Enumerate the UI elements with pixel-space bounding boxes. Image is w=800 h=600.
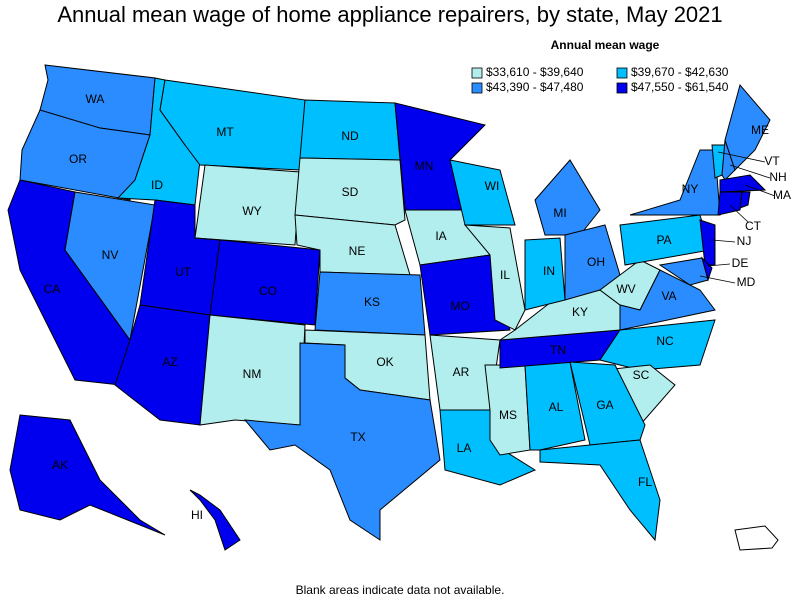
state (294, 157, 406, 226)
state-label: WV (616, 282, 635, 296)
state-label: KY (572, 305, 588, 319)
state (194, 164, 301, 246)
state-label: GA (596, 398, 613, 412)
state-label: WY (242, 204, 261, 218)
state (243, 342, 441, 541)
state (717, 191, 743, 216)
state-label: TN (550, 343, 566, 357)
state-label: WA (86, 92, 105, 106)
state-label: LA (457, 441, 472, 455)
state-label: UT (175, 265, 192, 279)
state (209, 239, 321, 326)
state-label: ME (751, 123, 769, 137)
state-label: MI (553, 206, 566, 220)
state-label: KS (364, 295, 380, 309)
legend-title: Annual mean wage (551, 38, 660, 52)
state-label: SD (342, 185, 359, 199)
legend-swatch (471, 82, 483, 94)
state (463, 224, 526, 331)
leader-line (707, 263, 731, 267)
state-label: MS (499, 408, 517, 422)
state-label: NH (769, 170, 786, 184)
state (724, 83, 771, 171)
state (9, 414, 166, 536)
state-label: NC (656, 334, 674, 348)
state-label: HI (191, 508, 203, 522)
state-label: FL (638, 475, 652, 489)
state (419, 254, 511, 336)
state-label: MD (737, 275, 756, 289)
legend-swatch (616, 82, 628, 94)
states (7, 64, 771, 551)
state-label: VA (661, 289, 676, 303)
leader-line (729, 164, 771, 179)
state-label: CT (745, 219, 762, 233)
state (449, 159, 516, 226)
state-label: OR (69, 152, 87, 166)
state (539, 439, 661, 542)
state (189, 489, 241, 551)
state-label: OK (376, 355, 393, 369)
state (569, 361, 646, 446)
state-label: AL (549, 400, 564, 414)
state (719, 174, 767, 193)
state-label: NJ (737, 234, 752, 248)
state (629, 149, 721, 216)
puerto-rico (734, 525, 779, 551)
state-label: ID (151, 178, 163, 192)
state-label: SC (633, 368, 650, 382)
state-label: PA (656, 233, 671, 247)
state-label: NY (682, 182, 699, 196)
state-label: TX (350, 430, 365, 444)
state-label: IL (500, 268, 510, 282)
map-title: Annual mean wage of home appliance repai… (57, 2, 722, 27)
state-label: IN (543, 264, 555, 278)
state-label: MA (773, 188, 791, 202)
state-label: MO (450, 299, 469, 313)
legend-label: $43,390 - $47,480 (486, 80, 584, 94)
legend-swatch (616, 67, 628, 79)
state-label: AZ (162, 355, 177, 369)
state-label: IA (435, 229, 446, 243)
state-label: VT (764, 154, 780, 168)
leader-line (744, 184, 776, 197)
state-label: WI (485, 179, 500, 193)
state (658, 257, 709, 286)
state-label: NE (349, 244, 366, 258)
legend-swatch (471, 67, 483, 79)
state (739, 191, 751, 209)
leader-line (729, 204, 749, 223)
leader-line (699, 275, 736, 284)
state-label: CA (44, 282, 61, 296)
leader-line (717, 151, 766, 163)
legend-label: $47,550 - $61,540 (631, 80, 729, 94)
state-label: NM (243, 367, 262, 381)
legend-label: $39,670 - $42,630 (631, 65, 729, 79)
leader-line (711, 239, 736, 243)
footnote: Blank areas indicate data not available. (296, 583, 505, 597)
state-label: CO (259, 284, 277, 298)
state-label: DE (732, 256, 749, 270)
state-label: ND (341, 129, 359, 143)
state-label: MT (216, 125, 234, 139)
state-label: NV (102, 248, 119, 262)
legend-label: $33,610 - $39,640 (486, 65, 584, 79)
state-label: AK (52, 458, 68, 472)
state-label: AR (453, 365, 470, 379)
state (534, 159, 601, 236)
state-label: MN (415, 159, 434, 173)
state-label: OH (587, 255, 605, 269)
labels: WA OR CA NV ID MT WY UT CO AZ NM ND SD NE KS OK TX MN IA MO… (44, 92, 791, 522)
